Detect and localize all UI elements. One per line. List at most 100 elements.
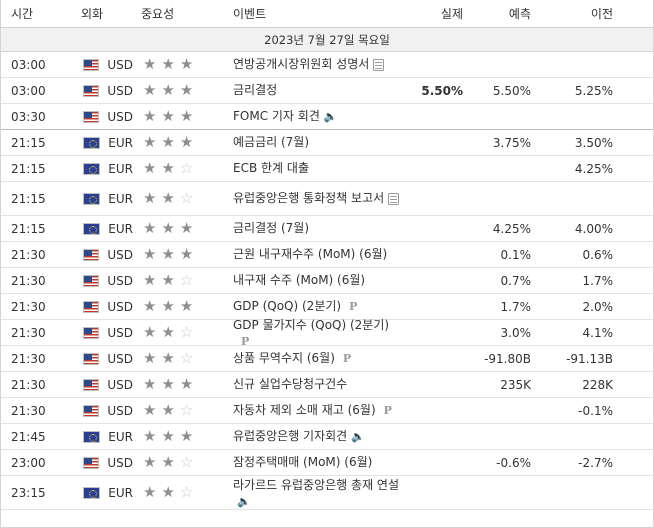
header-previous[interactable]: 이전 xyxy=(590,7,613,21)
event-list: 03:00 USD ★ ★ ★ 연방공개시장위원회 성명서 03:00 USD ★ ★ ★ 금리결정 5… xyxy=(1,52,653,510)
event-time: 03:00 xyxy=(11,83,46,98)
star-filled-icon: ★ xyxy=(143,297,157,315)
event-row[interactable]: 21:30 USD ★ ★ ☆ 자동차 제외 소매 재고 (6월) P -0.1% xyxy=(1,398,653,424)
header-event[interactable]: 이벤트 xyxy=(233,7,267,21)
event-row[interactable]: 21:15 EUR ★ ★ ☆ ECB 한계 대출 4.25% xyxy=(1,156,653,182)
event-name[interactable]: 예금금리 (7월) xyxy=(233,135,310,149)
importance-rating: ★ ★ ★ xyxy=(133,135,221,150)
event-name[interactable]: ECB 한계 대출 xyxy=(233,161,309,175)
event-row[interactable]: 21:30 USD ★ ★ ★ 근원 내구재수주 (MoM) (6월) 0.1% 0.6% xyxy=(1,242,653,268)
event-forecast: 1.7% xyxy=(500,299,532,314)
star-filled-icon: ★ xyxy=(161,159,175,177)
event-name-cell[interactable]: 잠정주택매매 (MoM) (6월) xyxy=(221,454,401,471)
event-name-cell[interactable]: 금리결정 xyxy=(221,82,401,99)
event-name[interactable]: 상품 무역수지 (6월) xyxy=(233,351,335,365)
importance-rating: ★ ★ ★ xyxy=(133,247,221,262)
event-currency: EUR xyxy=(69,222,133,236)
event-currency: USD xyxy=(69,84,133,98)
event-name[interactable]: 근원 내구재수주 (MoM) (6월) xyxy=(233,247,388,261)
event-name[interactable]: 라가르드 유럽중앙은행 총재 연설 xyxy=(233,478,400,492)
event-name[interactable]: FOMC 기자 회견 xyxy=(233,109,320,123)
star-empty-icon: ☆ xyxy=(179,349,194,367)
star-empty-icon: ☆ xyxy=(179,483,194,501)
importance-rating: ★ ★ ★ xyxy=(133,57,221,72)
event-row[interactable]: 21:30 USD ★ ★ ★ 신규 실업수당청구건수 235K 228K xyxy=(1,372,653,398)
event-name[interactable]: 금리결정 (7월) xyxy=(233,221,310,235)
star-filled-icon: ★ xyxy=(179,297,194,315)
event-row[interactable]: 21:30 USD ★ ★ ★ GDP (QoQ) (2분기) P 1.7% 2.0% xyxy=(1,294,653,320)
header-importance[interactable]: 중요성 xyxy=(141,7,175,21)
event-name-cell[interactable]: 유럽중앙은행 기자회견 🔈 xyxy=(221,428,401,445)
event-name[interactable]: 유럽중앙은행 통화정책 보고서 xyxy=(233,191,385,205)
event-name-cell[interactable]: 연방공개시장위원회 성명서 xyxy=(221,56,401,73)
event-name-cell[interactable]: 예금금리 (7월) xyxy=(221,134,401,151)
us-flag-icon xyxy=(83,300,100,313)
star-filled-icon: ★ xyxy=(161,401,175,419)
star-filled-icon: ★ xyxy=(161,133,175,151)
header-actual[interactable]: 실제 xyxy=(440,7,463,21)
event-name-cell[interactable]: 금리결정 (7월) xyxy=(221,220,401,237)
importance-rating: ★ ★ ★ xyxy=(133,299,221,314)
star-filled-icon: ★ xyxy=(161,483,175,501)
star-filled-icon: ★ xyxy=(143,189,157,207)
event-name-cell[interactable]: 라가르드 유럽중앙은행 총재 연설 🔈 xyxy=(221,477,401,508)
importance-rating: ★ ★ ★ xyxy=(133,377,221,392)
event-row[interactable]: 21:45 EUR ★ ★ ★ 유럽중앙은행 기자회견 🔈 xyxy=(1,424,653,450)
event-actual: 5.50% xyxy=(421,83,463,98)
event-time: 21:30 xyxy=(11,325,46,340)
event-name[interactable]: 자동차 제외 소매 재고 (6월) xyxy=(233,403,376,417)
event-row[interactable]: 21:30 USD ★ ★ ☆ 상품 무역수지 (6월) P -91.80B -91.13B xyxy=(1,346,653,372)
event-name-cell[interactable]: ECB 한계 대출 xyxy=(221,160,401,177)
event-time: 21:15 xyxy=(11,191,46,206)
event-time: 21:15 xyxy=(11,161,46,176)
header-forecast[interactable]: 예측 xyxy=(508,7,531,21)
event-row[interactable]: 21:15 EUR ★ ★ ☆ 유럽중앙은행 통화정책 보고서 xyxy=(1,182,653,216)
event-name[interactable]: GDP (QoQ) (2분기) xyxy=(233,299,342,313)
event-name-cell[interactable]: GDP (QoQ) (2분기) P xyxy=(221,298,401,315)
speaker-icon: 🔈 xyxy=(323,110,338,123)
star-empty-icon: ☆ xyxy=(179,271,194,289)
event-forecast: -0.6% xyxy=(496,455,531,470)
event-previous: 5.25% xyxy=(574,83,613,98)
star-filled-icon: ★ xyxy=(143,401,157,419)
event-row[interactable]: 03:00 USD ★ ★ ★ 연방공개시장위원회 성명서 xyxy=(1,52,653,78)
event-name[interactable]: 금리결정 xyxy=(233,83,278,97)
header-currency[interactable]: 외화 xyxy=(81,7,104,21)
event-name[interactable]: 잠정주택매매 (MoM) (6월) xyxy=(233,455,373,469)
event-name-cell[interactable]: 자동차 제외 소매 재고 (6월) P xyxy=(221,402,401,419)
event-row[interactable]: 03:00 USD ★ ★ ★ 금리결정 5.50% 5.50% 5.25% xyxy=(1,78,653,104)
event-row[interactable]: 21:30 USD ★ ★ ☆ GDP 물가지수 (QoQ) (2분기)P 3.0% 4.1% xyxy=(1,317,653,348)
event-name[interactable]: 내구재 수주 (MoM) (6월) xyxy=(233,273,366,287)
star-filled-icon: ★ xyxy=(179,427,194,445)
event-name-cell[interactable]: 신규 실업수당청구건수 xyxy=(221,376,401,393)
event-name[interactable]: 연방공개시장위원회 성명서 xyxy=(233,57,370,71)
event-row[interactable]: 21:15 EUR ★ ★ ★ 예금금리 (7월) 3.75% 3.50% xyxy=(1,130,653,156)
currency-code: USD xyxy=(107,403,133,418)
event-time: 21:30 xyxy=(11,299,46,314)
star-filled-icon: ★ xyxy=(143,271,157,289)
header-time[interactable]: 시간 xyxy=(11,7,34,21)
event-row[interactable]: 03:30 USD ★ ★ ★ FOMC 기자 회견 🔈 xyxy=(1,104,653,130)
event-row[interactable]: 21:15 EUR ★ ★ ★ 금리결정 (7월) 4.25% 4.00% xyxy=(1,216,653,242)
event-name-cell[interactable]: GDP 물가지수 (QoQ) (2분기) P xyxy=(221,317,401,348)
importance-rating: ★ ★ ★ xyxy=(133,221,221,236)
event-name-cell[interactable]: 근원 내구재수주 (MoM) (6월) xyxy=(221,246,401,263)
event-name-cell[interactable]: FOMC 기자 회견 🔈 xyxy=(221,108,401,125)
importance-rating: ★ ★ ☆ xyxy=(133,403,221,418)
star-filled-icon: ★ xyxy=(161,245,175,263)
event-name[interactable]: 신규 실업수당청구건수 xyxy=(233,377,348,391)
eu-flag-icon xyxy=(83,136,101,149)
event-name-cell[interactable]: 상품 무역수지 (6월) P xyxy=(221,350,401,367)
currency-code: USD xyxy=(107,455,133,470)
eu-flag-icon xyxy=(83,162,101,175)
event-name-cell[interactable]: 내구재 수주 (MoM) (6월) xyxy=(221,272,401,289)
event-name-cell[interactable]: 유럽중앙은행 통화정책 보고서 xyxy=(221,190,401,207)
event-forecast: 3.0% xyxy=(500,325,532,340)
event-previous: 4.1% xyxy=(582,325,614,340)
event-name[interactable]: GDP 물가지수 (QoQ) (2분기) xyxy=(233,318,390,332)
event-row[interactable]: 23:00 USD ★ ★ ☆ 잠정주택매매 (MoM) (6월) -0.6% -2.7% xyxy=(1,450,653,476)
event-row[interactable]: 21:30 USD ★ ★ ☆ 내구재 수주 (MoM) (6월) 0.7% 1.7% xyxy=(1,268,653,294)
currency-code: USD xyxy=(107,299,133,314)
event-row[interactable]: 23:15 EUR ★ ★ ☆ 라가르드 유럽중앙은행 총재 연설🔈 xyxy=(1,476,653,510)
event-name[interactable]: 유럽중앙은행 기자회견 xyxy=(233,429,348,443)
